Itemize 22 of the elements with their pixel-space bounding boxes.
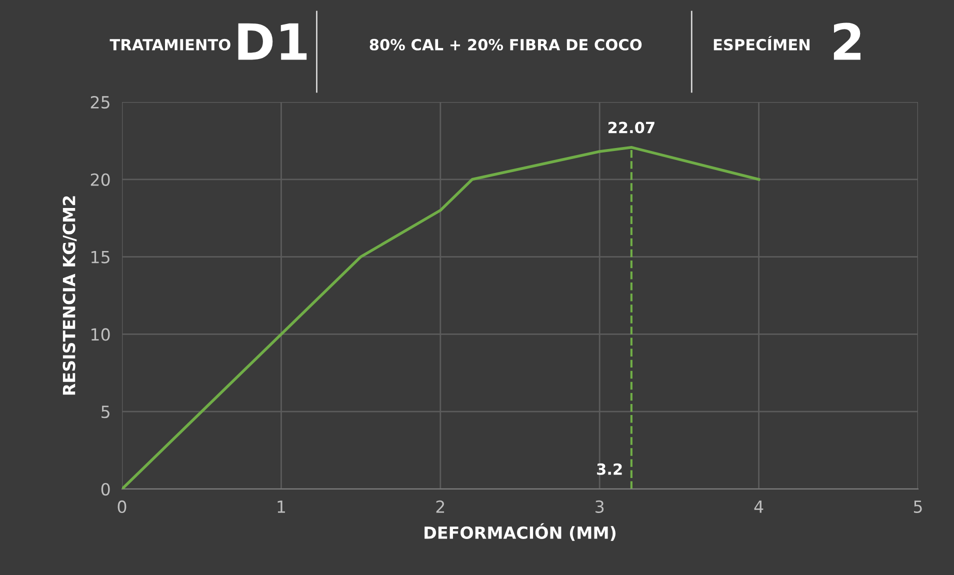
y-tick-label: 20 [90, 173, 110, 186]
line-series [122, 146, 760, 489]
x-tick-label: 0 [118, 500, 126, 514]
y-tick-label: 15 [92, 250, 110, 264]
x-tick-label: 1 [278, 500, 285, 513]
text: 80% CAL + 20% FIBRA DE COCO [370, 38, 642, 50]
y-tick-label: 5 [102, 406, 110, 418]
annotation: 22.07 [608, 122, 654, 134]
text: D1 [238, 23, 307, 60]
annotation: 3.2 [597, 463, 622, 475]
y-tick-label: 10 [92, 328, 110, 341]
x-tick-label: 2 [436, 500, 444, 513]
y-axis-title: RESISTENCIA KG/CM2 [62, 196, 77, 395]
x-tick-label: 5 [914, 500, 922, 514]
x-axis-title: DEFORMACIÓN (MM) [424, 523, 616, 541]
y-tick-label: 25 [90, 96, 110, 109]
text: TRATAMIENTO [110, 38, 230, 50]
y-tick-label: 0 [101, 482, 110, 496]
x-tick-label: 4 [754, 500, 764, 513]
x-tick-label: 3 [596, 500, 604, 514]
text: ESPECÍMEN [714, 36, 810, 50]
text: 2 [834, 22, 860, 60]
